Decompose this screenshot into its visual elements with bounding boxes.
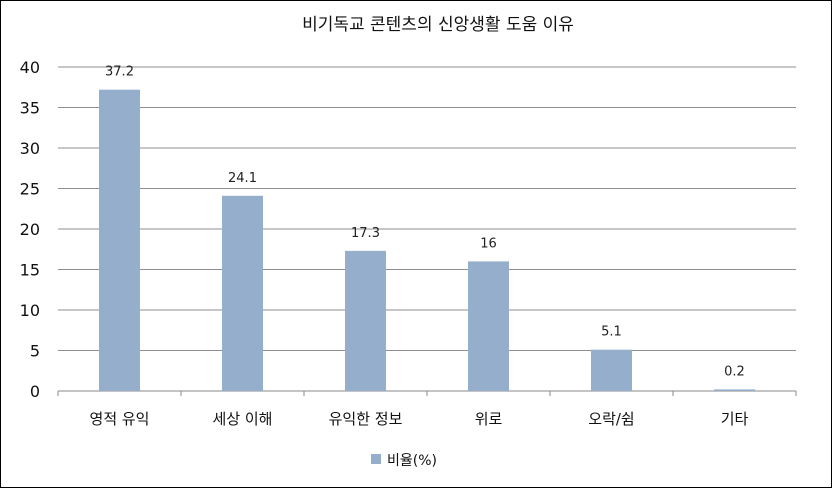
x-category-label: 위로 [475, 410, 503, 428]
bar [591, 349, 632, 391]
bar [468, 261, 509, 391]
x-category-label: 기타 [721, 410, 749, 428]
legend-swatch [371, 454, 381, 464]
y-tick-label: 20 [20, 220, 40, 239]
y-tick-label: 10 [20, 301, 40, 320]
y-tick-label: 25 [20, 180, 40, 199]
gridlines [58, 66, 796, 392]
x-axis: 영적 유익 세상 이해 유익한 정보 위로 오락/쉼 기타 [57, 391, 797, 428]
y-axis: 0 5 10 15 20 25 30 35 40 [20, 58, 40, 401]
y-tick-label: 35 [20, 99, 40, 118]
x-category-label: 세상 이해 [213, 410, 273, 428]
x-category-label: 유익한 정보 [329, 410, 403, 428]
data-label: 16 [480, 236, 497, 251]
data-label: 24.1 [228, 171, 257, 186]
data-label: 37.2 [105, 65, 134, 80]
x-category-label: 오락/쉼 [588, 410, 634, 428]
y-tick-label: 15 [20, 261, 40, 280]
chart-title: 비기독교 콘텐츠의 신앙생활 도움 이유 [302, 15, 574, 35]
data-label: 5.1 [601, 325, 622, 340]
y-tick-label: 0 [30, 382, 40, 401]
y-tick-label: 40 [20, 58, 40, 77]
bar [714, 389, 755, 391]
bars [99, 89, 755, 392]
y-tick-label: 30 [20, 139, 40, 158]
legend: 비율(%) [371, 453, 437, 469]
data-label: 0.2 [724, 364, 745, 379]
y-tick-label: 5 [30, 342, 40, 361]
bar [222, 195, 263, 391]
bar [345, 250, 386, 391]
legend-label: 비율(%) [387, 453, 437, 469]
x-category-label: 영적 유익 [90, 410, 150, 428]
data-label: 17.3 [351, 226, 380, 241]
bar [99, 89, 140, 392]
data-labels: 37.2 24.1 17.3 16 5.1 0.2 [105, 65, 745, 380]
